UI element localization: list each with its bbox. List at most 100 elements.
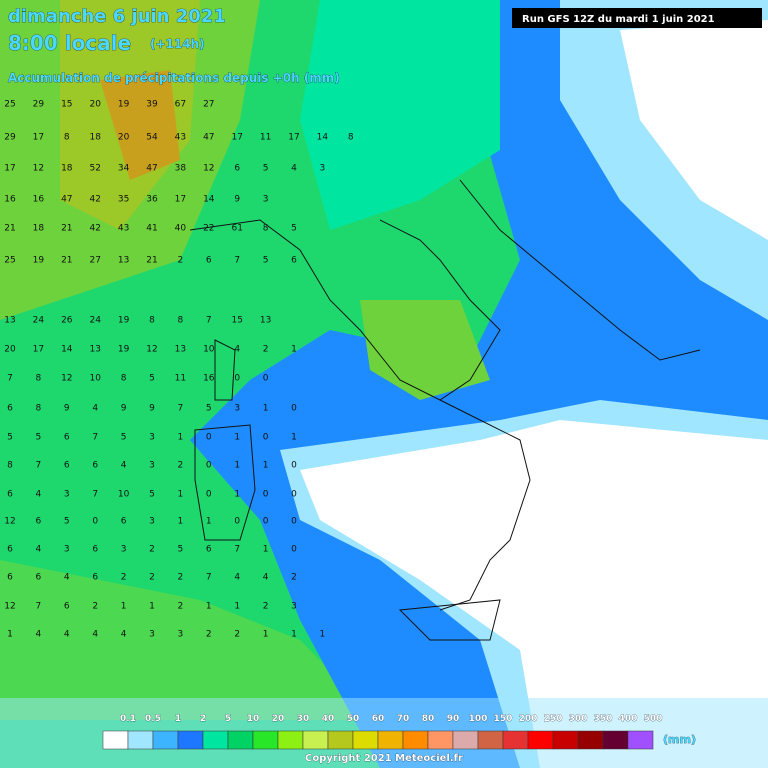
grid-value: 61	[231, 224, 242, 234]
grid-value: 1	[178, 517, 184, 527]
grid-value: 6	[92, 573, 98, 583]
legend-swatch	[427, 730, 454, 750]
grid-value: 14	[317, 133, 329, 143]
grid-value: 1	[291, 433, 297, 443]
grid-value: 0	[234, 374, 240, 384]
grid-value: 7	[206, 573, 212, 583]
legend-label: 300	[569, 714, 588, 724]
grid-value: 4	[291, 164, 297, 174]
grid-value: 6	[64, 461, 70, 471]
grid-value: 13	[89, 345, 100, 355]
grid-value: 19	[118, 100, 130, 110]
grid-value: 4	[121, 461, 127, 471]
grid-value: 29	[33, 100, 45, 110]
grid-value: 29	[4, 133, 16, 143]
grid-value: 2	[92, 602, 98, 612]
grid-value: 13	[118, 256, 129, 266]
legend-swatch	[402, 730, 429, 750]
legend-label: 80	[422, 714, 435, 724]
grid-value: 5	[263, 164, 269, 174]
grid-value: 17	[231, 133, 242, 143]
legend-swatch	[177, 730, 204, 750]
legend-swatch	[227, 730, 254, 750]
grid-value: 7	[36, 461, 42, 471]
legend-label: 2	[200, 714, 206, 724]
grid-value: 7	[234, 256, 240, 266]
legend-swatch	[627, 730, 654, 750]
grid-value: 20	[4, 345, 16, 355]
grid-value: 22	[203, 224, 214, 234]
legend-swatch	[452, 730, 479, 750]
grid-value: 5	[36, 433, 42, 443]
grid-value: 1	[263, 545, 269, 555]
grid-value: 36	[146, 195, 158, 205]
grid-value: 5	[178, 545, 184, 555]
grid-value: 6	[7, 573, 13, 583]
legend-label: 350	[594, 714, 613, 724]
grid-value: 8	[149, 316, 155, 326]
legend-label: 90	[447, 714, 460, 724]
grid-value: 0	[206, 461, 212, 471]
grid-value: 10	[203, 345, 215, 355]
grid-value: 4	[234, 573, 240, 583]
copyright: Copyright 2021 Meteociel.fr	[305, 753, 463, 764]
grid-value: 7	[206, 316, 212, 326]
grid-value: 4	[234, 345, 240, 355]
grid-value: 5	[149, 490, 155, 500]
grid-value: 4	[36, 490, 42, 500]
grid-value: 2	[149, 545, 155, 555]
grid-value: 13	[175, 345, 186, 355]
grid-value: 4	[36, 545, 42, 555]
grid-value: 1	[263, 630, 269, 640]
legend-label: 250	[544, 714, 563, 724]
grid-value: 8	[178, 316, 184, 326]
grid-value: 1	[234, 461, 240, 471]
grid-value: 52	[89, 164, 100, 174]
grid-value: 12	[4, 517, 15, 527]
grid-value: 18	[89, 133, 101, 143]
legend-swatch	[127, 730, 154, 750]
legend-label: 200	[519, 714, 538, 724]
grid-value: 1	[291, 345, 297, 355]
grid-value: 2	[291, 573, 297, 583]
grid-value: 1	[206, 517, 212, 527]
legend-swatch	[152, 730, 179, 750]
grid-value: 5	[121, 433, 127, 443]
grid-value: 9	[234, 195, 240, 205]
grid-value: 8	[121, 374, 127, 384]
grid-value: 5	[149, 374, 155, 384]
legend-swatch	[202, 730, 229, 750]
grid-value: 13	[4, 316, 15, 326]
legend-label: 1	[175, 714, 181, 724]
medium-zone	[300, 0, 500, 230]
grid-value: 0	[234, 517, 240, 527]
legend-swatch	[252, 730, 279, 750]
grid-value: 7	[234, 545, 240, 555]
grid-value: 0	[206, 433, 212, 443]
legend-label: 50	[347, 714, 360, 724]
grid-value: 0	[263, 433, 269, 443]
medium-high-zone	[360, 300, 490, 400]
legend-label: 30	[297, 714, 310, 724]
grid-value: 2	[263, 602, 269, 612]
grid-value: 43	[175, 133, 186, 143]
grid-value: 41	[146, 224, 157, 234]
grid-value: 4	[36, 630, 42, 640]
grid-value: 17	[288, 133, 299, 143]
grid-value: 7	[92, 490, 98, 500]
grid-value: 21	[4, 224, 15, 234]
grid-value: 38	[175, 164, 187, 174]
grid-value: 16	[33, 195, 45, 205]
grid-value: 5	[263, 256, 269, 266]
lead-time: (+114h)	[150, 37, 205, 51]
grid-value: 4	[121, 630, 127, 640]
grid-value: 2	[206, 630, 212, 640]
grid-value: 1	[178, 490, 184, 500]
grid-value: 5	[64, 517, 70, 527]
grid-value: 0	[263, 490, 269, 500]
grid-value: 21	[61, 256, 72, 266]
grid-value: 6	[36, 517, 42, 527]
legend-label: 100	[469, 714, 488, 724]
